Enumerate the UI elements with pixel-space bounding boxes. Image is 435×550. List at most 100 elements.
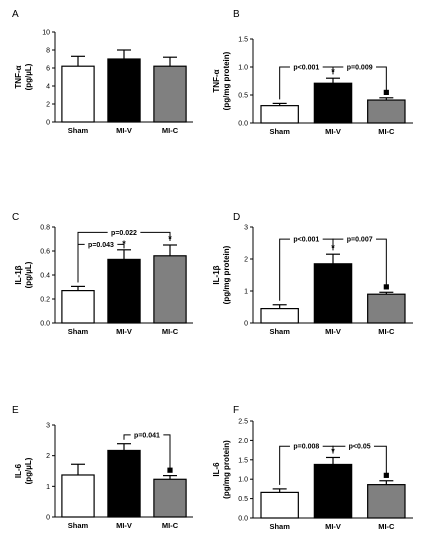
p-value-label: p=0.041 — [134, 432, 160, 439]
bar-mi-c — [367, 484, 406, 519]
y-axis-label: IL-1β — [212, 265, 221, 284]
x-tick-label: MI-C — [162, 521, 179, 530]
y-tick-label: 4 — [46, 84, 50, 91]
bar-mi-c — [153, 255, 187, 324]
x-tick-label: MI-V — [325, 327, 341, 336]
panel-label-D: D — [233, 212, 240, 223]
p-value-bg — [343, 62, 377, 72]
bar-sham — [61, 474, 95, 518]
y-tick-label: 0.0 — [238, 121, 248, 128]
p-value-label: p<0.001 — [293, 65, 319, 72]
bar-mi-c — [153, 478, 187, 518]
y-axis-label: (pg/µL) — [24, 63, 33, 90]
y-tick-label: 0.6 — [40, 249, 50, 256]
y-axis-label: (pg/µL) — [24, 457, 33, 484]
p-value-label: p=0.022 — [111, 230, 137, 237]
bar-sham — [61, 290, 95, 324]
p-value-label: p<0.05 — [349, 444, 371, 451]
y-tick-label: 0 — [244, 321, 248, 328]
bar-mi-v — [107, 58, 141, 123]
y-tick-label: 0.8 — [40, 225, 50, 232]
y-tick-label: 1.0 — [238, 477, 248, 484]
y-axis-label: TNF-α — [212, 69, 221, 92]
p-value-label: p=0.007 — [347, 237, 373, 244]
y-tick-label: 0 — [46, 120, 50, 127]
bar-mi-v — [313, 263, 353, 324]
y-tick-label: 1.5 — [238, 457, 248, 464]
y-tick-label: 0.2 — [40, 297, 50, 304]
x-tick-label: MI-C — [162, 327, 179, 336]
y-axis-label: TNF-α — [14, 65, 23, 88]
y-axis-label: (pg/µL) — [24, 261, 33, 288]
bar-mi-c — [153, 65, 187, 123]
p-value-bg — [289, 234, 323, 245]
y-tick-label: 0.5 — [238, 496, 248, 503]
p-value-bg — [107, 227, 141, 238]
y-tick-label: 1 — [46, 484, 50, 491]
bar-sham — [260, 308, 299, 324]
significance-star: * — [122, 239, 126, 249]
y-axis-label: (pg/mg protein) — [222, 245, 231, 304]
p-value-bg — [289, 62, 323, 72]
p-value-bg — [84, 239, 118, 250]
bar-sham — [260, 105, 299, 124]
y-tick-label: 0.0 — [238, 516, 248, 523]
y-tick-label: 1 — [244, 289, 248, 296]
x-tick-label: MI-V — [116, 126, 132, 135]
p-value-bg — [130, 429, 164, 440]
x-tick-label: MI-V — [116, 327, 132, 336]
bar-mi-v — [107, 258, 141, 324]
panel-label-B: B — [233, 9, 240, 20]
y-axis-label: (pg/mg protein) — [222, 51, 231, 110]
bar-sham — [61, 65, 95, 123]
x-tick-label: MI-V — [325, 127, 341, 136]
y-tick-label: 0.4 — [40, 273, 50, 280]
x-tick-label: MI-C — [378, 522, 395, 531]
x-tick-label: Sham — [269, 327, 290, 336]
p-value-label: p=0.009 — [347, 65, 373, 72]
panel-label-E: E — [12, 405, 19, 416]
y-tick-label: 2.0 — [238, 438, 248, 445]
y-tick-label: 6 — [46, 66, 50, 73]
x-tick-label: MI-C — [378, 327, 395, 336]
bar-mi-c — [367, 99, 406, 124]
y-tick-label: 10 — [42, 30, 50, 37]
p-value-label: p=0.043 — [88, 242, 114, 249]
x-tick-label: Sham — [68, 521, 89, 530]
x-tick-label: MI-C — [378, 127, 395, 136]
y-tick-label: 0.0 — [40, 321, 50, 328]
y-tick-label: 0 — [46, 515, 50, 522]
x-tick-label: MI-V — [116, 521, 132, 530]
bar-sham — [260, 491, 299, 519]
y-axis-label: IL-1β — [14, 265, 23, 284]
x-tick-label: MI-C — [162, 126, 179, 135]
y-tick-label: 8 — [46, 48, 50, 55]
y-tick-label: 2 — [46, 453, 50, 460]
x-tick-label: Sham — [68, 126, 89, 135]
panel-label-F: F — [233, 405, 239, 416]
p-value-bg — [289, 441, 323, 452]
panel-label-A: A — [12, 9, 19, 20]
y-tick-label: 1.0 — [238, 65, 248, 72]
y-tick-label: 0.5 — [238, 93, 248, 100]
y-axis-label: (pg/mg protein) — [222, 440, 231, 499]
y-tick-label: 2.5 — [238, 419, 248, 426]
y-tick-label: 2 — [244, 257, 248, 264]
p-value-bg — [343, 234, 377, 245]
y-tick-label: 3 — [244, 225, 248, 232]
x-tick-label: Sham — [68, 327, 89, 336]
x-tick-label: Sham — [269, 127, 290, 136]
y-tick-label: 3 — [46, 423, 50, 430]
bar-mi-v — [313, 82, 353, 124]
y-tick-label: 2 — [46, 102, 50, 109]
bar-mi-v — [107, 449, 141, 518]
p-value-label: p<0.001 — [293, 237, 319, 244]
bar-mi-c — [367, 293, 406, 324]
y-axis-label: IL-6 — [212, 462, 221, 477]
p-value-bg — [345, 441, 374, 452]
x-tick-label: Sham — [269, 522, 290, 531]
y-tick-label: 1.5 — [238, 37, 248, 44]
p-value-label: p=0.008 — [293, 444, 319, 451]
x-tick-label: MI-V — [325, 522, 341, 531]
